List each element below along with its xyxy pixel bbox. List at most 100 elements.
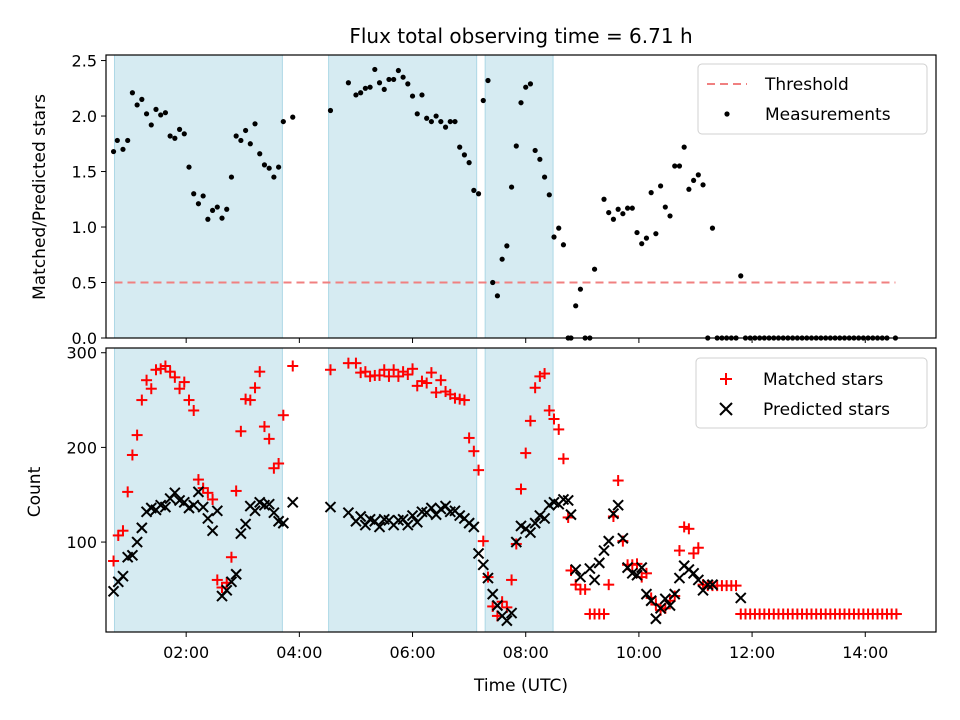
measurement-point	[471, 187, 477, 193]
matched-star-point	[598, 608, 610, 620]
predicted-star-point	[136, 522, 148, 534]
matched-star-point	[548, 413, 560, 425]
bottom-observing-window-1	[328, 347, 478, 633]
predicted-star-point	[510, 536, 522, 548]
matched-star-point	[435, 374, 447, 386]
matched-star-point	[254, 366, 266, 378]
matched-star-point	[506, 574, 518, 586]
matched-star-point	[539, 368, 551, 380]
measurement-point	[238, 137, 244, 144]
matched-star-point	[730, 580, 742, 592]
predicted-star-point	[645, 595, 657, 607]
predicted-star-point	[565, 508, 577, 521]
legend-matched-label: Matched stars	[763, 370, 883, 390]
predicted-star-point	[221, 584, 233, 597]
measurement-point	[629, 205, 635, 211]
predicted-star-point	[373, 521, 386, 533]
matched-star-point	[458, 394, 470, 406]
measurement-point	[466, 160, 472, 166]
predicted-star-point	[287, 496, 299, 509]
matched-star-point	[287, 360, 299, 372]
matched-star-point	[683, 523, 695, 535]
measurement-point	[461, 152, 468, 158]
matched-star-point	[174, 383, 186, 395]
matched-star-point	[553, 423, 565, 435]
predicted-star-point	[569, 563, 582, 576]
predicted-star-point	[225, 576, 238, 588]
measurement-point	[134, 102, 140, 108]
matched-star-points	[108, 357, 902, 622]
measurement-point	[551, 234, 557, 240]
predicted-star-point	[117, 570, 129, 582]
predicted-star-point	[617, 532, 629, 544]
measurement-point	[573, 303, 579, 309]
predicted-star-point	[411, 516, 423, 528]
predicted-star-point	[640, 588, 653, 600]
measurement-point	[610, 216, 617, 222]
measurement-point	[228, 174, 235, 180]
measurement-points	[110, 66, 899, 341]
measurement-point	[591, 266, 598, 272]
matched-star-point	[178, 376, 190, 388]
measurement-point	[414, 111, 420, 117]
matched-star-point	[263, 433, 275, 445]
predicted-star-point	[206, 524, 219, 537]
bottom-legend-box	[695, 357, 928, 429]
matched-star-point	[612, 475, 624, 487]
matched-star-point	[430, 386, 442, 398]
predicted-star-point	[607, 507, 620, 520]
matched-star-point	[277, 409, 289, 421]
matched-star-point	[136, 394, 148, 406]
measurement-point	[409, 93, 416, 99]
matched-star-point	[416, 375, 428, 387]
matched-star-point	[543, 404, 555, 416]
predicted-star-point	[706, 578, 719, 591]
matched-star-point	[378, 364, 390, 376]
matched-star-point	[112, 529, 124, 541]
measurement-point	[266, 165, 272, 171]
measurement-point	[513, 143, 519, 149]
measurement-point	[695, 172, 701, 178]
matched-star-point	[126, 449, 138, 461]
matched-star-point	[529, 382, 541, 394]
measurement-point	[158, 112, 164, 118]
measurement-point	[438, 118, 444, 125]
x-axis-label: Time (UTC)	[473, 676, 568, 696]
top-x-axis-ticks	[185, 338, 866, 343]
predicted-star-point	[192, 486, 205, 498]
measurement-point	[541, 174, 548, 180]
matched-star-point	[673, 545, 685, 557]
predicted-star-point	[202, 512, 214, 525]
bottom-y-axis-label: Count	[25, 466, 45, 517]
measurement-point	[485, 77, 491, 84]
x-tick-label: 10:00	[616, 643, 662, 662]
measurement-point	[546, 192, 552, 198]
top-legend: Threshold Measurements	[697, 63, 928, 135]
measurement-point	[643, 235, 650, 241]
measurement-point	[257, 151, 263, 157]
matched-star-point	[557, 453, 569, 465]
measurement-point	[653, 231, 659, 237]
matched-star-point	[524, 415, 536, 427]
measurement-point	[129, 90, 136, 96]
matched-star-point	[411, 380, 423, 392]
x-tick-label: 02:00	[163, 643, 209, 662]
predicted-star-point	[603, 535, 615, 547]
predicted-star-point	[505, 607, 518, 619]
measurement-point	[490, 279, 496, 286]
measurement-point	[738, 273, 744, 279]
measurement-point	[620, 211, 626, 217]
measurement-point	[624, 205, 631, 211]
measurement-point	[358, 90, 364, 96]
top-observing-window-0	[113, 54, 283, 339]
matched-star-point	[183, 394, 195, 406]
measurement-point	[271, 174, 277, 180]
top-y-tick-label: 2.5	[72, 52, 97, 71]
measurement-point	[560, 242, 567, 248]
top-y-tick-label: 1.5	[72, 163, 97, 182]
predicted-star-point	[197, 501, 209, 513]
predicted-star-point	[669, 588, 681, 600]
predicted-star-point	[107, 585, 120, 598]
predicted-star-point	[402, 519, 414, 531]
matched-star-point	[688, 547, 700, 559]
